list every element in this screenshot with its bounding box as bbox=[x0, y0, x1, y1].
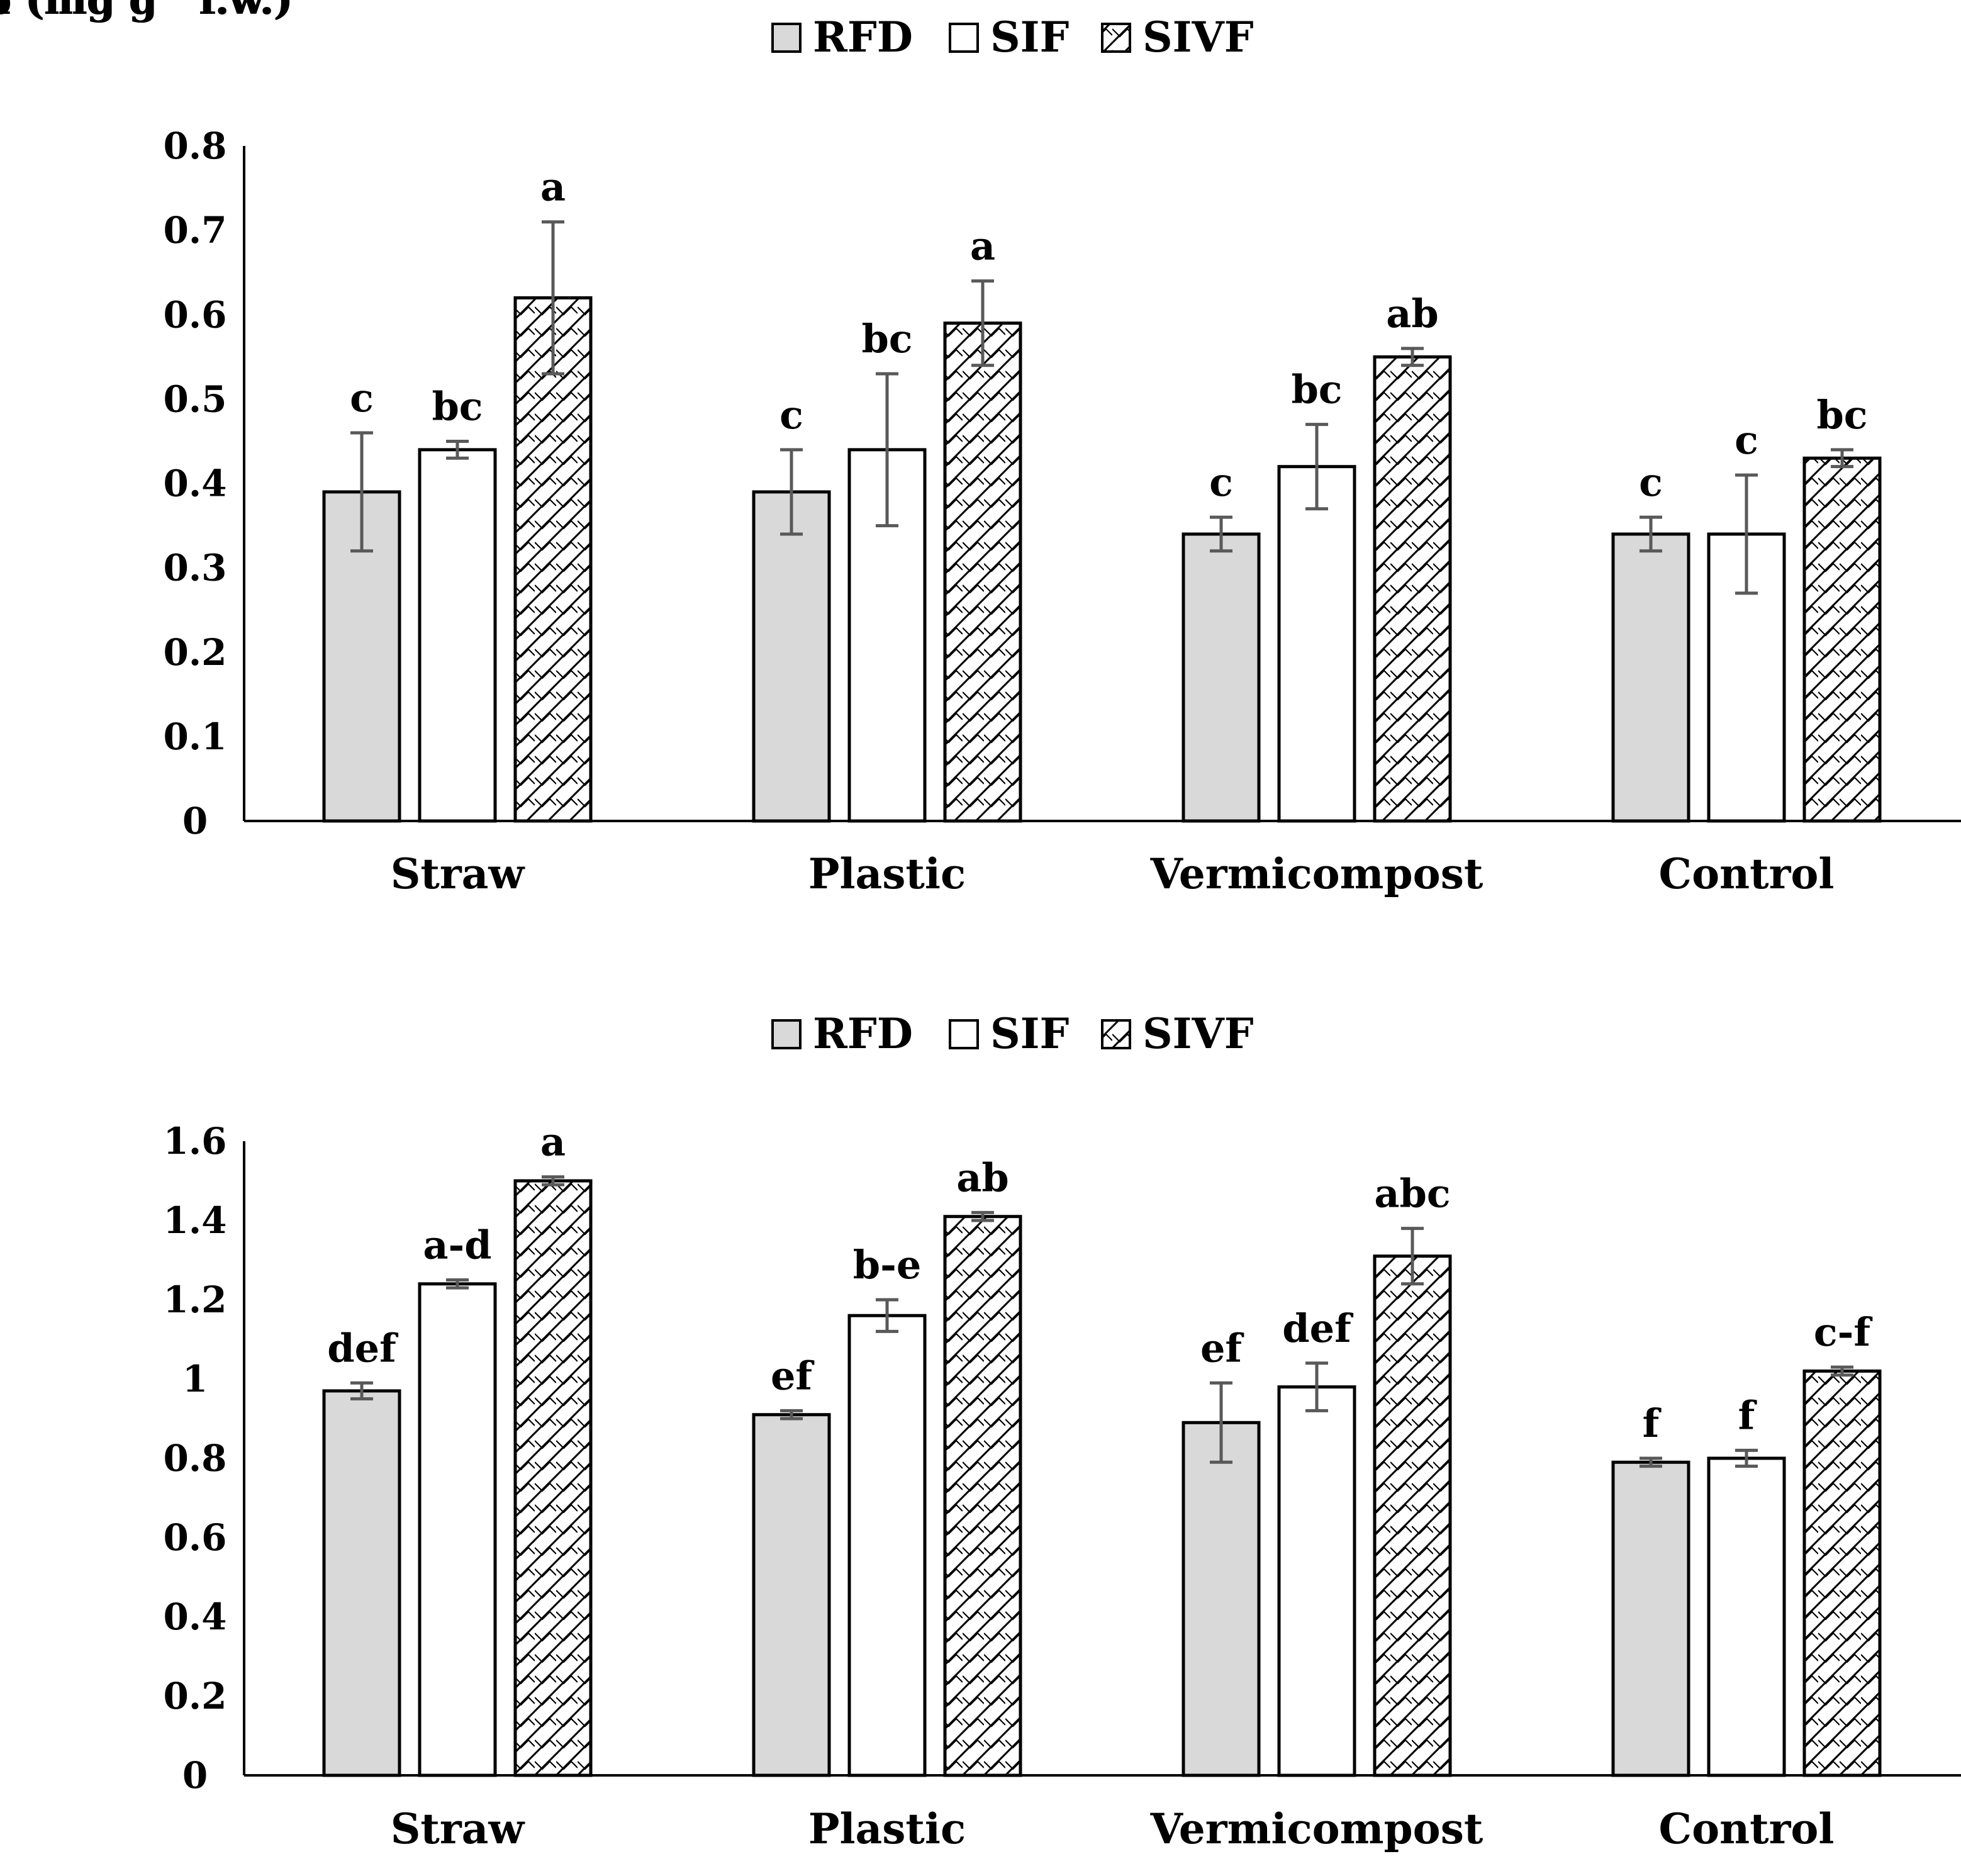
bar-sif-control bbox=[1707, 1456, 1786, 1777]
y-tick-label: 0.8 bbox=[164, 125, 227, 167]
y-tick-label: 0.6 bbox=[164, 293, 227, 336]
y-axis-label-tail: f.w.) bbox=[186, 0, 293, 24]
legend-label-sivf: SIVF bbox=[1143, 13, 1254, 62]
bar-sivf-plastic bbox=[943, 1215, 1022, 1777]
bar-rfd-plastic bbox=[752, 490, 831, 823]
y-tick-label: 0.3 bbox=[164, 547, 227, 589]
legend-label-sif: SIF bbox=[990, 13, 1069, 62]
bar-sif-plastic bbox=[847, 1314, 927, 1777]
x-category-label: Control bbox=[1659, 1804, 1835, 1853]
legend-label-rfd: RFD bbox=[813, 13, 913, 62]
y-tick-label: 1.6 bbox=[164, 1120, 227, 1163]
chart-panel-1: RFD SIF SIVF 0 0.1 0.2 0.3 0.4 0.5 0.6 0.7 0.8 Chlor… bbox=[0, 0, 1961, 898]
y-tick-label: 0.2 bbox=[164, 1675, 227, 1717]
x-category-label: Straw bbox=[391, 1804, 526, 1853]
y-axis-label-sup: -1 bbox=[158, 0, 186, 5]
x-category-label: Plastic bbox=[808, 849, 966, 898]
significance-label: abc bbox=[1374, 1171, 1450, 1217]
significance-label: c bbox=[1735, 417, 1758, 463]
legend-label-rfd: RFD bbox=[813, 1009, 913, 1058]
x-category-label: Control bbox=[1659, 849, 1835, 898]
y-tick-label: 0.2 bbox=[164, 631, 227, 674]
bar-rfd-vermicompost bbox=[1182, 1421, 1261, 1777]
y-axis-label: Chlorophyll b (mg g-1 f.w.) bbox=[0, 0, 293, 24]
bar-rfd-straw bbox=[322, 1389, 401, 1777]
significance-label: c-f bbox=[1814, 1309, 1872, 1355]
significance-label: a bbox=[540, 1119, 566, 1165]
significance-label: ab bbox=[1386, 291, 1439, 337]
bar-sif-vermicompost bbox=[1277, 465, 1356, 823]
significance-label: c bbox=[1209, 459, 1233, 505]
y-tick-label: 0.8 bbox=[164, 1437, 227, 1480]
y-axis-label-sup: -1 bbox=[157, 0, 184, 5]
significance-label: def bbox=[327, 1325, 398, 1371]
y-tick-label: 0.5 bbox=[164, 377, 227, 420]
legend-swatch-rfd bbox=[771, 23, 802, 53]
y-tick-label: 1.4 bbox=[164, 1199, 227, 1242]
y-axis-label: Chlorophyll a (mg g-1 f.w.) bbox=[0, 0, 293, 24]
significance-label: c bbox=[350, 375, 374, 421]
y-tick-label: 1 bbox=[182, 1358, 208, 1400]
y-tick-label: 0.4 bbox=[164, 462, 227, 505]
x-category-label: Plastic bbox=[808, 1804, 966, 1853]
legend-swatch-rfd bbox=[771, 1019, 802, 1049]
bar-sivf-straw bbox=[513, 1179, 593, 1777]
legend-swatch-sivf bbox=[1101, 23, 1131, 53]
bar-rfd-plastic bbox=[752, 1413, 831, 1777]
bar-rfd-vermicompost bbox=[1182, 532, 1261, 823]
bar-sif-straw bbox=[418, 448, 497, 823]
y-axis-label-main: Chlorophyll b (mg g bbox=[0, 0, 158, 24]
x-category-label: Vermicompost bbox=[1150, 1804, 1483, 1853]
y-tick-label: 0 bbox=[182, 800, 208, 842]
significance-label: bc bbox=[1291, 367, 1342, 413]
bar-sivf-vermicompost bbox=[1373, 1254, 1452, 1777]
significance-label: c bbox=[1639, 459, 1663, 505]
bar-rfd-control bbox=[1611, 532, 1690, 823]
y-tick-label: 0.6 bbox=[164, 1516, 227, 1559]
bar-sif-straw bbox=[418, 1282, 497, 1777]
legend-label-sif: SIF bbox=[990, 1009, 1069, 1058]
significance-label: bc bbox=[1816, 392, 1867, 438]
legend-label-sivf: SIVF bbox=[1143, 1009, 1254, 1058]
significance-label: b-e bbox=[853, 1242, 922, 1288]
legend-swatch-sivf bbox=[1101, 1019, 1131, 1049]
legend: RFD SIF SIVF bbox=[771, 13, 1254, 62]
significance-label: a bbox=[540, 164, 566, 210]
significance-label: bc bbox=[432, 383, 483, 429]
significance-label: f bbox=[1643, 1400, 1662, 1446]
bar-sivf-vermicompost bbox=[1373, 355, 1452, 823]
y-tick-label: 0.4 bbox=[164, 1595, 227, 1638]
y-tick-label: 0.1 bbox=[164, 715, 227, 758]
y-axis-label-main: Chlorophyll a (mg g bbox=[0, 0, 157, 24]
legend: RFD SIF SIVF bbox=[771, 1009, 1254, 1058]
legend-swatch-sif bbox=[949, 1019, 979, 1049]
significance-label: ef bbox=[1200, 1325, 1244, 1371]
significance-label: def bbox=[1282, 1305, 1353, 1351]
significance-label: ef bbox=[771, 1353, 814, 1399]
y-tick-label: 0.7 bbox=[164, 209, 227, 252]
bar-sif-vermicompost bbox=[1277, 1385, 1356, 1777]
x-category-label: Straw bbox=[391, 849, 526, 898]
bar-sivf-straw bbox=[513, 296, 593, 823]
significance-label: f bbox=[1738, 1392, 1757, 1438]
significance-label: c bbox=[779, 392, 803, 438]
y-axis-label-tail: f.w.) bbox=[185, 0, 293, 24]
bar-sivf-control bbox=[1802, 456, 1882, 823]
x-category-label: Vermicompost bbox=[1150, 849, 1483, 898]
y-tick-label: 1.2 bbox=[164, 1278, 227, 1321]
significance-label: a bbox=[970, 223, 995, 269]
bar-rfd-control bbox=[1611, 1460, 1690, 1777]
bar-sivf-control bbox=[1802, 1369, 1882, 1777]
significance-label: a-d bbox=[423, 1222, 491, 1268]
y-tick-label: 0 bbox=[182, 1754, 208, 1797]
significance-label: bc bbox=[861, 316, 912, 362]
legend-swatch-sif bbox=[949, 23, 979, 53]
significance-label: ab bbox=[956, 1154, 1009, 1200]
bar-sivf-plastic bbox=[943, 321, 1022, 823]
